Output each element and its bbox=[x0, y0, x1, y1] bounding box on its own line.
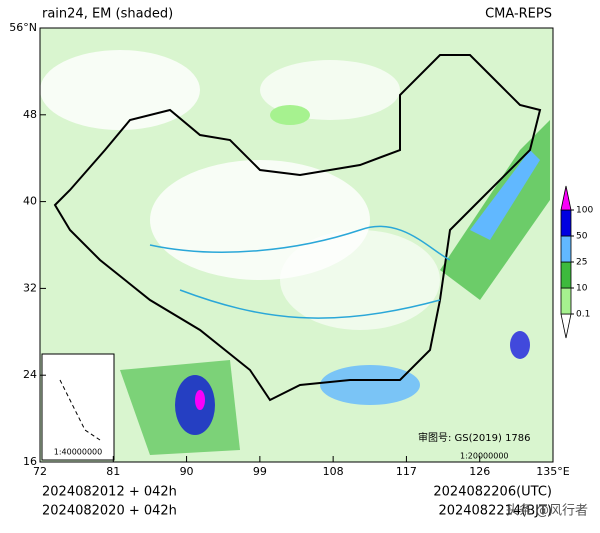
colorbar-label: 10 bbox=[576, 284, 588, 294]
lon-tick-label: 135°E bbox=[536, 465, 569, 478]
colorbar-segment bbox=[560, 185, 572, 211]
colorbar-label: 100 bbox=[576, 206, 593, 216]
lon-tick-label: 90 bbox=[180, 465, 194, 478]
rain-area bbox=[270, 105, 310, 125]
lon-tick-label: 81 bbox=[106, 465, 120, 478]
colorbar-segment bbox=[560, 261, 572, 289]
inset: 1:40000000 bbox=[41, 353, 115, 461]
colorbar-segment bbox=[560, 209, 572, 237]
lon-tick-label: 108 bbox=[323, 465, 344, 478]
init-time-utc: 2024082012 + 042h bbox=[42, 485, 177, 500]
lat-tick-label: 56°N bbox=[9, 21, 37, 34]
lon-tick-label: 72 bbox=[33, 465, 47, 478]
lon-tick-label: 117 bbox=[396, 465, 417, 478]
map-area bbox=[39, 27, 554, 463]
inset-frame bbox=[41, 353, 115, 461]
valid-time-bjt: 2024082214(BJT) bbox=[438, 504, 552, 519]
rain-area bbox=[175, 375, 215, 435]
rain-area bbox=[195, 390, 205, 410]
inset-boundary bbox=[59, 379, 101, 441]
lat-tick-label: 48 bbox=[23, 108, 37, 121]
river bbox=[149, 225, 451, 319]
dry-area bbox=[280, 230, 440, 330]
lat-tick-label: 16 bbox=[23, 455, 37, 468]
lat-tick-label: 32 bbox=[23, 281, 37, 294]
colorbar-label: 50 bbox=[576, 232, 588, 242]
country-border bbox=[53, 54, 542, 402]
map-frame bbox=[39, 27, 554, 463]
rain-area bbox=[320, 365, 420, 405]
colorbar-segment bbox=[560, 287, 572, 315]
approval-number: 审图号: GS(2019) 1786 bbox=[418, 431, 531, 444]
colorbar: 0.1 10 25 50 100 bbox=[560, 185, 593, 339]
colorbar-segment bbox=[560, 313, 572, 339]
rain-area bbox=[470, 150, 540, 240]
dry-area bbox=[40, 50, 200, 130]
lat-tick-label: 24 bbox=[23, 368, 37, 381]
colorbar-label: 25 bbox=[576, 258, 587, 268]
valid-time-utc: 2024082206(UTC) bbox=[433, 485, 552, 500]
colorbar-segment bbox=[560, 235, 572, 263]
init-time-bjt: 2024082020 + 042h bbox=[42, 504, 177, 519]
source: CMA-REPS bbox=[485, 7, 552, 22]
inset-scale: 1:40000000 bbox=[54, 448, 103, 457]
map-scale: 1:20000000 bbox=[460, 452, 509, 461]
dry-area bbox=[260, 60, 400, 120]
lon-tick-label: 126 bbox=[469, 465, 490, 478]
colorbar-label: 0.1 bbox=[576, 310, 590, 320]
lon-tick-label: 99 bbox=[253, 465, 267, 478]
watermark: 头条 @风行者 bbox=[506, 503, 588, 519]
lat-tick-label: 40 bbox=[23, 195, 37, 208]
rain-area bbox=[510, 331, 530, 359]
title: rain24, EM (shaded) bbox=[42, 7, 173, 22]
